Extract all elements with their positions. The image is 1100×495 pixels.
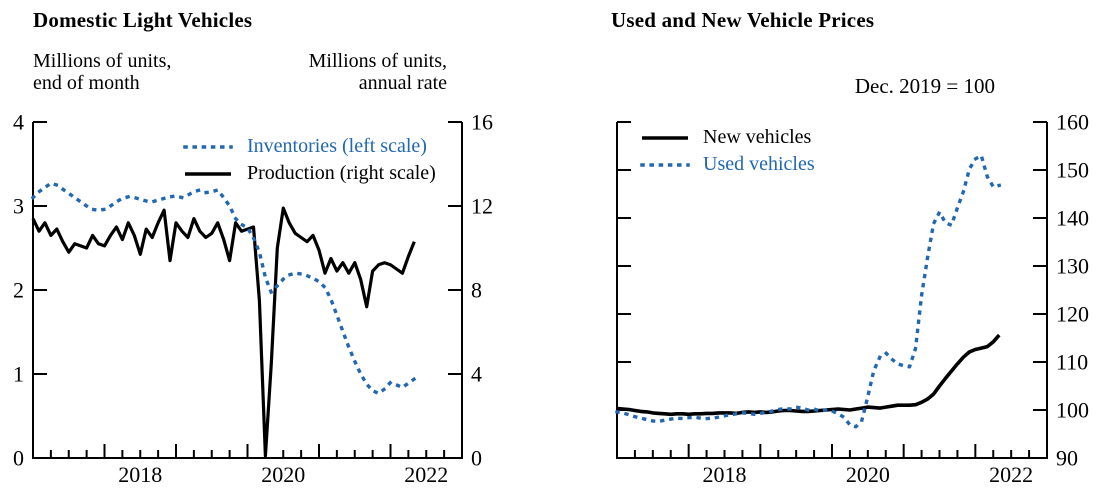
legend-item-new-vehicles: New vehicles <box>640 124 815 151</box>
dotted-line-sample <box>183 144 233 149</box>
right-axis-tick-label: 100 <box>1056 398 1089 423</box>
solid-line-sample <box>642 135 688 140</box>
x-axis-year-label: 2020 <box>846 462 890 487</box>
index-base-note: Dec. 2019 = 100 <box>854 74 995 98</box>
x-axis-year-label: 2020 <box>261 462 305 487</box>
right-axis-tick-label: 16 <box>471 110 493 135</box>
left-axis-tick-label: 4 <box>13 110 24 135</box>
right-axis-tick-label: 140 <box>1056 206 1089 231</box>
x-axis-year-label: 2022 <box>989 462 1033 487</box>
tick-labels: 90 100 110 120 130 140 150 160 2018 2020 2022 <box>703 110 1090 487</box>
legend-item-production: Production (right scale) <box>182 160 436 187</box>
left-axis-tick-label: 3 <box>13 194 24 219</box>
left-axis-header-line2: end of month <box>33 72 140 94</box>
series-used-vehicles <box>615 153 1002 429</box>
legend-domestic-light-vehicles: Inventories (left scale) Production (rig… <box>182 133 436 187</box>
series-new-vehicles <box>616 333 1001 417</box>
left-axis-header-line1: Millions of units, <box>33 50 172 72</box>
series-production-right-scale <box>31 206 416 458</box>
right-axis-tick-label: 90 <box>1056 446 1078 471</box>
right-axis-header-line2: annual rate <box>358 72 447 94</box>
legend-label-new-vehicles: New vehicles <box>703 126 812 148</box>
x-axis-year-label: 2022 <box>404 462 448 487</box>
right-axis-tick-label: 0 <box>471 446 482 471</box>
x-axis-year-label: 2018 <box>703 462 747 487</box>
plot-area-1: 90 100 110 120 130 140 150 160 2018 2020 2022 <box>615 110 1090 487</box>
right-axis-tick-label: 150 <box>1056 158 1089 183</box>
right-axis-tick-label: 130 <box>1056 254 1089 279</box>
series-inventories-left-scale <box>30 181 417 395</box>
tick-marks <box>617 121 1047 459</box>
dotted-line-sample <box>640 162 690 167</box>
right-axis-header: Millions of units, annual rate <box>240 50 447 94</box>
legend-label-inventories: Inventories (left scale) <box>247 135 427 157</box>
left-axis-tick-label: 0 <box>13 446 24 471</box>
chart-title-domestic-light-vehicles: Domestic Light Vehicles <box>33 8 253 32</box>
right-axis-tick-label: 120 <box>1056 302 1089 327</box>
left-axis-header: Millions of units, end of month <box>33 50 171 94</box>
legend-item-used-vehicles: Used vehicles <box>640 151 815 178</box>
chart-title-used-new-vehicle-prices: Used and New Vehicle Prices <box>611 8 875 32</box>
x-axis-year-label: 2018 <box>118 462 162 487</box>
solid-line-sample <box>185 171 231 176</box>
legend-label-production: Production (right scale) <box>247 162 436 184</box>
right-axis-tick-label: 110 <box>1056 350 1088 375</box>
left-axis-tick-label: 1 <box>13 362 24 387</box>
legend-item-inventories: Inventories (left scale) <box>182 133 436 160</box>
right-axis-tick-label: 8 <box>471 278 482 303</box>
legend-used-new-vehicle-prices: New vehicles Used vehicles <box>640 124 815 178</box>
legend-label-used-vehicles: Used vehicles <box>703 153 815 175</box>
right-axis-tick-label: 12 <box>471 194 493 219</box>
right-axis-tick-label: 4 <box>471 362 482 387</box>
right-axis-header-line1: Millions of units, <box>308 50 447 72</box>
right-axis-tick-label: 160 <box>1056 110 1089 135</box>
tick-marks <box>33 121 462 459</box>
left-axis-tick-label: 2 <box>13 278 24 303</box>
